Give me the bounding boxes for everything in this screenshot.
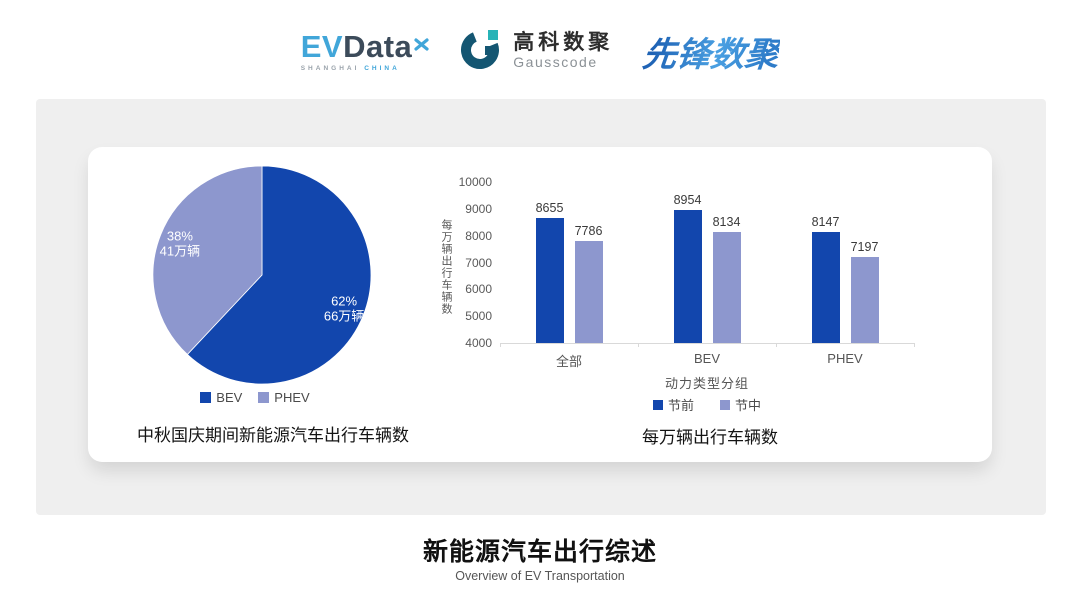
bar-x-axis-label: 动力类型分组 <box>664 376 749 391</box>
x-axis-tick <box>500 343 501 347</box>
y-tick-label: 8000 <box>465 228 492 243</box>
evdata-subtitle-shanghai: SHANGHAI <box>300 64 360 72</box>
pie-legend-item-bev: BEV <box>200 390 242 405</box>
gausscode-g-icon <box>460 27 504 76</box>
bar-value-label: 7786 <box>574 224 603 239</box>
bar-legend-label: 节中 <box>735 398 762 413</box>
bar-全部-节中 <box>574 241 603 343</box>
pie-chart-title: 中秋国庆期间新能源汽车出行车辆数 <box>137 426 409 445</box>
evdata-logo: EV Data SHANGHAI CHINA <box>301 31 431 72</box>
bar-PHEV-节中 <box>850 257 879 343</box>
y-tick-label: 9000 <box>465 201 492 216</box>
evdata-star-icon <box>413 27 430 58</box>
pie-slice-label-phev: 38% 41万辆 <box>160 228 200 258</box>
bar-value-label: 7197 <box>850 240 879 255</box>
pie-chart: 62% 66万辆 38% 41万辆 <box>152 165 372 385</box>
y-tick-label: 5000 <box>465 309 492 324</box>
x-axis-tick <box>638 343 639 347</box>
y-tick-label: 10000 <box>458 175 492 189</box>
evdata-subtitle: SHANGHAI CHINA <box>301 65 431 72</box>
gausscode-name-en: Gausscode <box>513 54 598 71</box>
legend-swatch-icon <box>652 399 663 410</box>
pie-slice-phev <box>152 165 263 356</box>
bar-legend-item-节中: 节中 <box>720 395 761 414</box>
pioneer-wordmark: 先锋数聚 <box>641 27 782 76</box>
y-tick-label: 4000 <box>465 336 492 350</box>
evdata-wordmark-ev: EV <box>300 28 344 64</box>
bar-category-label: 全部 <box>555 354 582 369</box>
brand-header: EV Data SHANGHAI CHINA 高科数聚 Gausscode 先锋数… <box>0 20 1080 82</box>
x-axis-line <box>500 343 914 344</box>
x-axis-tick <box>914 343 915 347</box>
bar-PHEV-节前 <box>811 231 840 343</box>
bar-y-axis-label: 每万辆出行车辆数 <box>440 219 452 315</box>
bar-BEV-节前 <box>673 210 702 343</box>
chart-card: 62% 66万辆 38% 41万辆 BEV PHEV 中秋国庆期间新能源汽车出行车辆数 … <box>88 147 992 462</box>
x-axis-tick <box>776 343 777 347</box>
pie-legend-item-phev: PHEV <box>258 390 310 405</box>
bar-value-label: 8147 <box>811 214 840 229</box>
gausscode-logo: 高科数聚 Gausscode <box>460 27 613 76</box>
gausscode-name-cn: 高科数聚 <box>513 31 614 55</box>
bar-value-label: 8954 <box>673 193 702 208</box>
content-panel: 62% 66万辆 38% 41万辆 BEV PHEV 中秋国庆期间新能源汽车出行车辆数 … <box>36 99 1046 515</box>
bar-chart: 每万辆出行车辆数 动力类型分组 节前 节中 每万辆出行车辆数 4000 5000 60… <box>376 147 992 462</box>
legend-swatch-icon <box>720 399 730 410</box>
pie-slice-label-bev: 62% 66万辆 <box>324 294 364 324</box>
y-tick-label: 6000 <box>465 282 492 297</box>
pie-slice-bev <box>186 165 372 385</box>
pie-legend-label: PHEV <box>274 390 310 405</box>
bar-category-label: BEV <box>693 351 720 366</box>
report-title: 新能源汽车出行综述 <box>422 538 657 566</box>
bar-legend-label: 节前 <box>667 398 694 413</box>
legend-swatch-icon <box>200 392 212 403</box>
legend-swatch-icon <box>258 392 270 403</box>
bar-全部-节前 <box>535 218 564 343</box>
bar-chart-title: 每万辆出行车辆数 <box>642 428 778 447</box>
bar-category-label: PHEV <box>827 351 863 366</box>
report-subtitle: Overview of EV Transportation <box>455 569 625 583</box>
pie-legend: BEV PHEV <box>105 390 405 405</box>
bar-value-label: 8134 <box>712 215 741 230</box>
bar-legend: 节前 节中 <box>500 395 914 414</box>
y-tick-label: 7000 <box>465 255 492 270</box>
bar-legend-item-节前: 节前 <box>652 395 694 414</box>
bar-BEV-节中 <box>712 232 741 343</box>
evdata-wordmark: EV Data <box>301 31 431 62</box>
evdata-wordmark-data: Data <box>343 28 413 64</box>
pie-legend-label: BEV <box>216 390 243 405</box>
evdata-subtitle-china: CHINA <box>364 64 400 72</box>
gausscode-text: 高科数聚 Gausscode <box>513 31 613 71</box>
bar-value-label: 8655 <box>535 201 564 216</box>
